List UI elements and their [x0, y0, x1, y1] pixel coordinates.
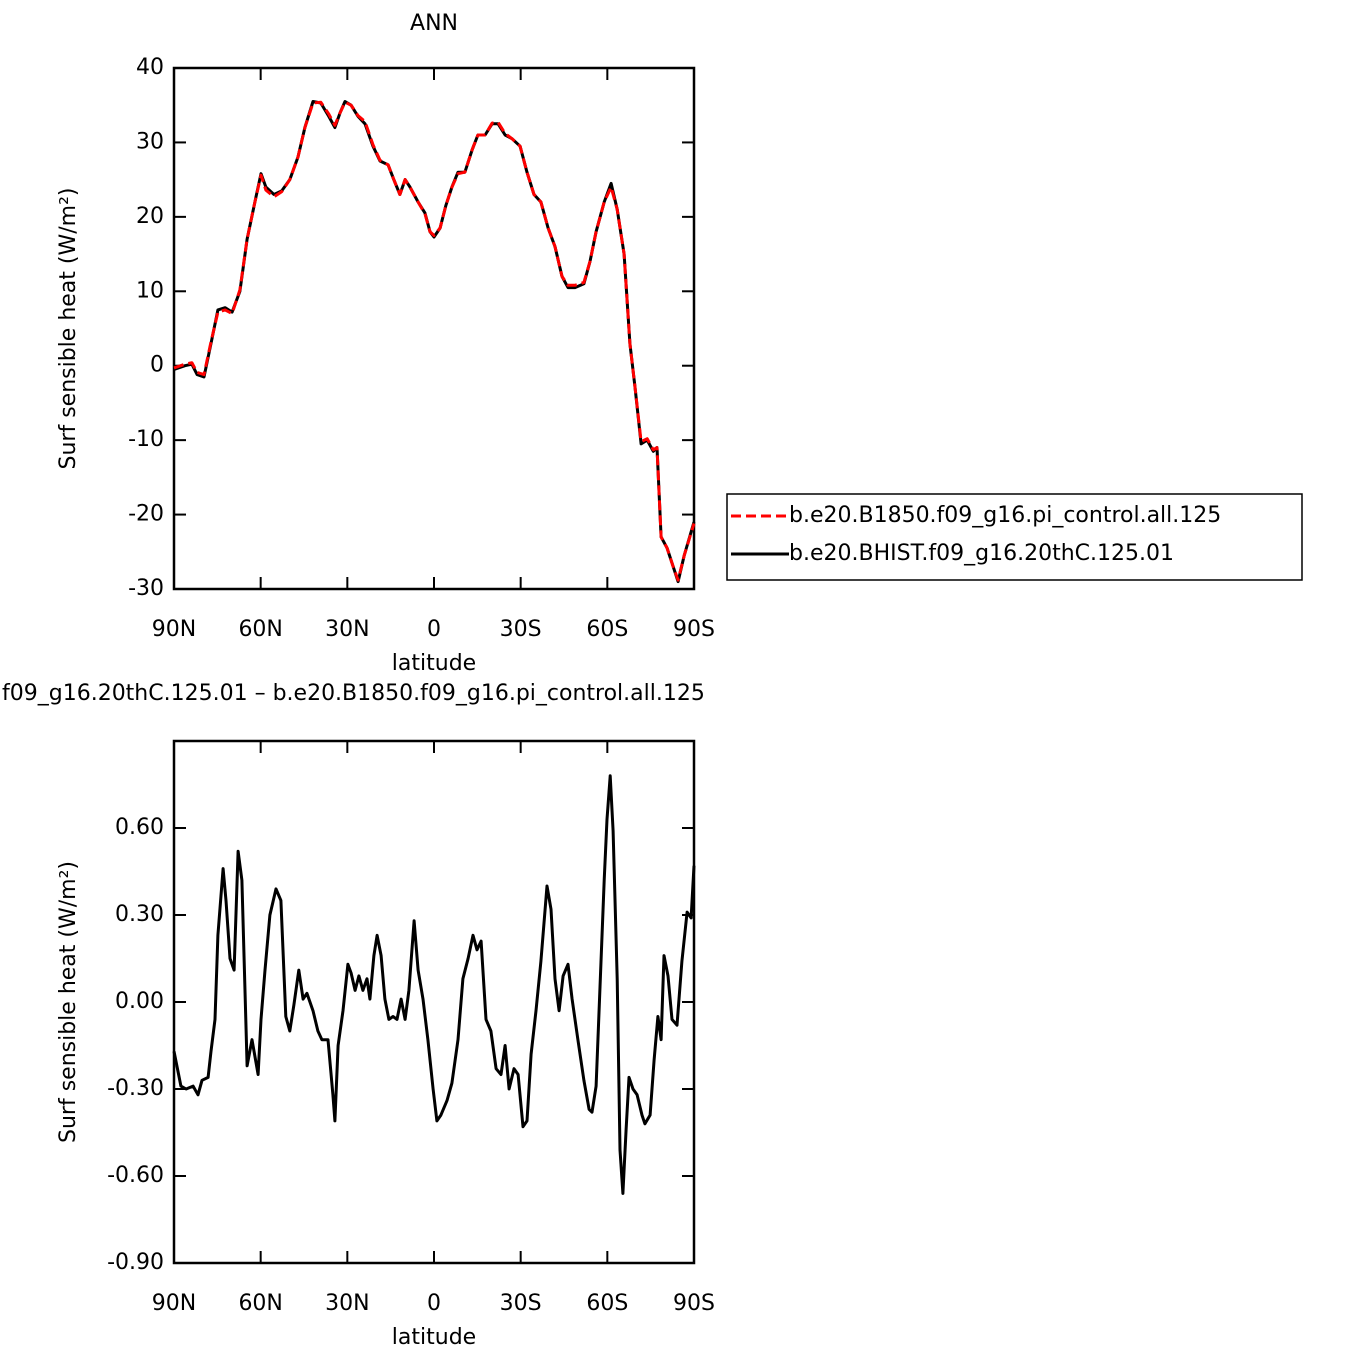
- data-line: [173, 100, 696, 582]
- y-tick-label: -0.30: [107, 1076, 164, 1101]
- data-line: [172, 774, 696, 1195]
- y-tick-label: 40: [136, 55, 164, 80]
- x-tick-label: 90S: [673, 617, 715, 642]
- y-axis-label: Surf sensible heat (W/m²): [56, 188, 81, 470]
- chart-title: ANN: [410, 11, 458, 36]
- y-tick-label: 20: [136, 204, 164, 229]
- chart-title: f09_g16.20thC.125.01 – b.e20.B1850.f09_g…: [2, 681, 705, 706]
- x-tick-label: 0: [427, 1291, 441, 1316]
- y-axis-label: Surf sensible heat (W/m²): [56, 861, 81, 1143]
- y-tick-label: 0.00: [115, 989, 164, 1014]
- x-tick-label: 30S: [500, 617, 542, 642]
- x-tick-label: 0: [427, 617, 441, 642]
- x-axis-label: latitude: [392, 1325, 476, 1350]
- y-tick-label: 0: [150, 353, 164, 378]
- y-tick-label: -20: [128, 502, 164, 527]
- x-tick-label: 30N: [325, 617, 369, 642]
- y-tick-label: -0.90: [107, 1250, 164, 1275]
- data-line: [173, 100, 696, 584]
- legend-label: b.e20.BHIST.f09_g16.20thC.125.01: [789, 541, 1174, 566]
- x-tick-label: 60N: [238, 617, 282, 642]
- y-tick-label: 30: [136, 129, 164, 154]
- legend-box: [726, 493, 1303, 581]
- y-tick-label: 10: [136, 278, 164, 303]
- x-tick-label: 90N: [152, 1291, 196, 1316]
- x-tick-label: 60N: [238, 1291, 282, 1316]
- y-tick-label: -0.60: [107, 1163, 164, 1188]
- y-tick-label: -30: [128, 576, 164, 601]
- y-tick-label: -10: [128, 427, 164, 452]
- x-tick-label: 90S: [673, 1291, 715, 1316]
- y-tick-label: 0.60: [115, 815, 164, 840]
- x-tick-label: 60S: [586, 1291, 628, 1316]
- legend-label: b.e20.B1850.f09_g16.pi_control.all.125: [789, 503, 1221, 528]
- plot-frame: [172, 66, 696, 591]
- x-tick-label: 30N: [325, 1291, 369, 1316]
- x-axis-label: latitude: [392, 651, 476, 676]
- y-tick-label: 0.30: [115, 902, 164, 927]
- x-tick-label: 90N: [152, 617, 196, 642]
- x-tick-label: 30S: [500, 1291, 542, 1316]
- plot-frame: [172, 739, 696, 1265]
- x-tick-label: 60S: [586, 617, 628, 642]
